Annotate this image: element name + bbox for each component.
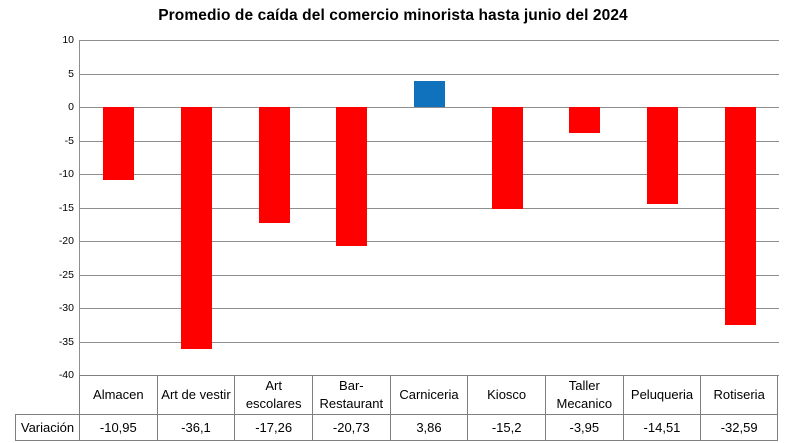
bar-bar-restaurant[interactable] xyxy=(336,107,368,246)
bar-art-escolares[interactable] xyxy=(258,107,290,223)
data-table-header-cell: Art escolares xyxy=(235,376,313,415)
y-gridline xyxy=(80,107,779,108)
y-gridline xyxy=(80,341,779,343)
y-gridline xyxy=(80,308,779,309)
y-axis-tick-label: -15 xyxy=(58,201,74,214)
y-axis-tick-label: -25 xyxy=(58,268,74,281)
data-table-value-cell: -20,73 xyxy=(313,415,391,440)
y-axis-tick-label: 10 xyxy=(62,34,74,46)
bar-taller-mecanico[interactable] xyxy=(569,107,601,134)
y-axis-tick-label: -10 xyxy=(58,168,74,180)
y-gridline xyxy=(80,207,779,209)
bar-almacen[interactable] xyxy=(103,107,135,181)
y-gridline xyxy=(80,73,779,75)
data-table-header-cell: Art de vestir xyxy=(157,376,236,415)
y-gridline xyxy=(80,274,779,276)
y-gridline xyxy=(80,174,779,175)
y-gridline xyxy=(80,140,779,142)
chart-data-table: Almacen -10,95 Art de vestir -36,1 Art escol… xyxy=(79,375,778,441)
data-table-value-cell: -36,1 xyxy=(158,415,236,440)
y-axis-tick-label: 0 xyxy=(68,101,74,113)
data-table-value-cell: -14,51 xyxy=(624,415,702,440)
y-axis-tick-label: -5 xyxy=(64,134,74,147)
data-table-header-cell: Peluqueria xyxy=(623,376,702,415)
bar-kiosco[interactable] xyxy=(491,107,523,209)
bar-carniceria[interactable] xyxy=(414,81,445,107)
plot-area xyxy=(79,40,779,376)
y-axis-tick-label: -40 xyxy=(58,369,74,381)
data-table-header-cell: Taller Mecanico xyxy=(546,376,624,415)
y-axis-tick-label: -30 xyxy=(58,302,74,314)
y-axis-tick-label: -20 xyxy=(58,235,74,247)
chart-title: Promedio de caída del comercio minorista… xyxy=(158,7,628,24)
data-table-value-cell: -17,26 xyxy=(235,415,313,440)
bar-rotiseria[interactable] xyxy=(724,107,756,326)
data-table-value-cell: -32,59 xyxy=(720,419,758,435)
data-table-row-label: Variación xyxy=(15,414,80,441)
data-table-header-cell: Bar-Restaurant xyxy=(313,376,391,415)
bar-peluqueria[interactable] xyxy=(647,107,678,205)
data-table-header-cell: Rotiseria xyxy=(701,376,777,415)
y-axis-tick-label: 5 xyxy=(68,67,74,80)
data-table-value-cell: -10,95 xyxy=(80,415,158,440)
data-table-value-cell: 3,86 xyxy=(391,415,469,440)
bar-art-de-vestir[interactable] xyxy=(181,107,212,349)
y-gridline xyxy=(80,241,779,242)
y-gridline xyxy=(80,40,779,41)
data-table-header-cell: Almacen xyxy=(80,376,158,415)
data-table-header-cell: Carniceria xyxy=(390,376,469,415)
data-table-header-cell: Kiosco xyxy=(468,376,546,415)
data-table-value-cell: -15,2 xyxy=(468,415,546,440)
y-axis-tick-label: -35 xyxy=(58,335,74,348)
data-table-value-cell: -3,95 xyxy=(546,415,624,440)
